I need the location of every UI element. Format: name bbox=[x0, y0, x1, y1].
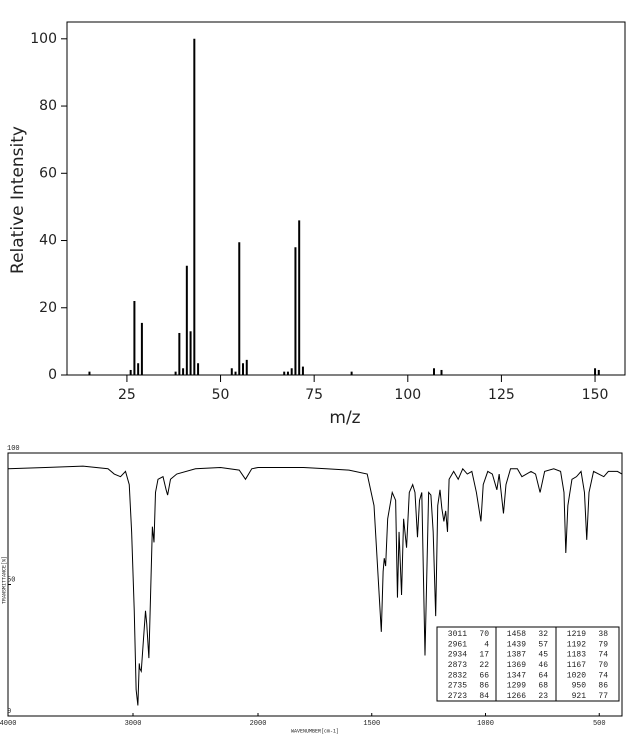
x-tick-label: 1500 bbox=[363, 720, 380, 728]
table-wavenumber: 2873 bbox=[448, 661, 467, 670]
table-transmittance: 84 bbox=[479, 692, 489, 701]
y-tick-label: 100 bbox=[7, 445, 20, 453]
table-transmittance: 38 bbox=[598, 630, 608, 639]
ir-spectrum: WAVENUMBER[cm-1] TRANSMITTANCE[%] 0 50 100… bbox=[0, 445, 623, 734]
table-wavenumber: 2961 bbox=[448, 640, 467, 649]
table-wavenumber: 921 bbox=[572, 692, 587, 701]
y-tick-label: 100 bbox=[30, 31, 57, 47]
table-transmittance: 77 bbox=[598, 692, 608, 701]
y-tick-label: 20 bbox=[39, 300, 57, 316]
table-wavenumber: 1299 bbox=[507, 682, 526, 691]
table-transmittance: 74 bbox=[598, 651, 608, 660]
table-wavenumber: 950 bbox=[572, 682, 587, 691]
x-tick-label: 500 bbox=[593, 720, 606, 728]
table-transmittance: 68 bbox=[538, 682, 548, 691]
y-tick-label: 0 bbox=[48, 367, 57, 383]
x-axis-label: m/z bbox=[329, 408, 360, 428]
x-tick-label: 1000 bbox=[477, 720, 494, 728]
table-wavenumber: 1020 bbox=[567, 671, 586, 680]
x-tick-label: 50 bbox=[212, 387, 230, 403]
table-transmittance: 46 bbox=[538, 661, 548, 670]
table-transmittance: 22 bbox=[479, 661, 489, 670]
table-transmittance: 86 bbox=[479, 682, 489, 691]
table-transmittance: 45 bbox=[538, 651, 548, 660]
table-transmittance: 64 bbox=[538, 671, 548, 680]
table-transmittance: 79 bbox=[598, 640, 608, 649]
table-wavenumber: 1347 bbox=[507, 671, 526, 680]
table-transmittance: 66 bbox=[479, 671, 489, 680]
x-tick-label: 3000 bbox=[125, 720, 142, 728]
table-transmittance: 17 bbox=[479, 651, 489, 660]
table-wavenumber: 1387 bbox=[507, 651, 526, 660]
y-tick-label: 80 bbox=[39, 98, 57, 114]
table-wavenumber: 1439 bbox=[507, 640, 526, 649]
table-wavenumber: 3011 bbox=[448, 630, 467, 639]
table-transmittance: 57 bbox=[538, 640, 548, 649]
table-transmittance: 23 bbox=[538, 692, 548, 701]
x-tick-label: 4000 bbox=[0, 720, 16, 728]
table-wavenumber: 1219 bbox=[567, 630, 586, 639]
y-axis-label: TRANSMITTANCE[%] bbox=[1, 556, 7, 604]
table-transmittance: 32 bbox=[538, 630, 548, 639]
table-wavenumber: 1458 bbox=[507, 630, 526, 639]
table-wavenumber: 1167 bbox=[567, 661, 586, 670]
table-wavenumber: 2735 bbox=[448, 682, 467, 691]
x-tick-label: 2000 bbox=[250, 720, 267, 728]
peak-table-frame bbox=[436, 626, 620, 702]
table-transmittance: 86 bbox=[598, 682, 608, 691]
table-transmittance: 70 bbox=[479, 630, 489, 639]
plot-frame bbox=[66, 21, 626, 376]
y-tick-label: 40 bbox=[39, 233, 57, 249]
table-transmittance: 70 bbox=[598, 661, 608, 670]
y-tick-label: 0 bbox=[7, 708, 11, 716]
x-axis-label: WAVENUMBER[cm-1] bbox=[291, 728, 339, 734]
table-transmittance: 4 bbox=[484, 640, 489, 649]
table-transmittance: 74 bbox=[598, 671, 608, 680]
table-wavenumber: 2723 bbox=[448, 692, 467, 701]
x-tick-label: 100 bbox=[394, 387, 421, 403]
x-tick-label: 75 bbox=[305, 387, 323, 403]
x-tick-label: 25 bbox=[118, 387, 136, 403]
y-tick-label: 60 bbox=[39, 165, 57, 181]
table-wavenumber: 1266 bbox=[507, 692, 526, 701]
mass-spectrum: m/z Relative Intensity 0 20 40 60 80 100 25 50 7… bbox=[8, 21, 626, 428]
table-wavenumber: 1192 bbox=[567, 640, 586, 649]
y-tick-label: 50 bbox=[7, 576, 15, 584]
y-axis-label: Relative Intensity bbox=[8, 126, 28, 274]
x-tick-label: 150 bbox=[582, 387, 609, 403]
x-tick-label: 125 bbox=[488, 387, 515, 403]
table-wavenumber: 1183 bbox=[567, 651, 586, 660]
table-wavenumber: 2832 bbox=[448, 671, 467, 680]
table-wavenumber: 2934 bbox=[448, 651, 467, 660]
table-wavenumber: 1369 bbox=[507, 661, 526, 670]
spectrum-line bbox=[7, 465, 623, 706]
